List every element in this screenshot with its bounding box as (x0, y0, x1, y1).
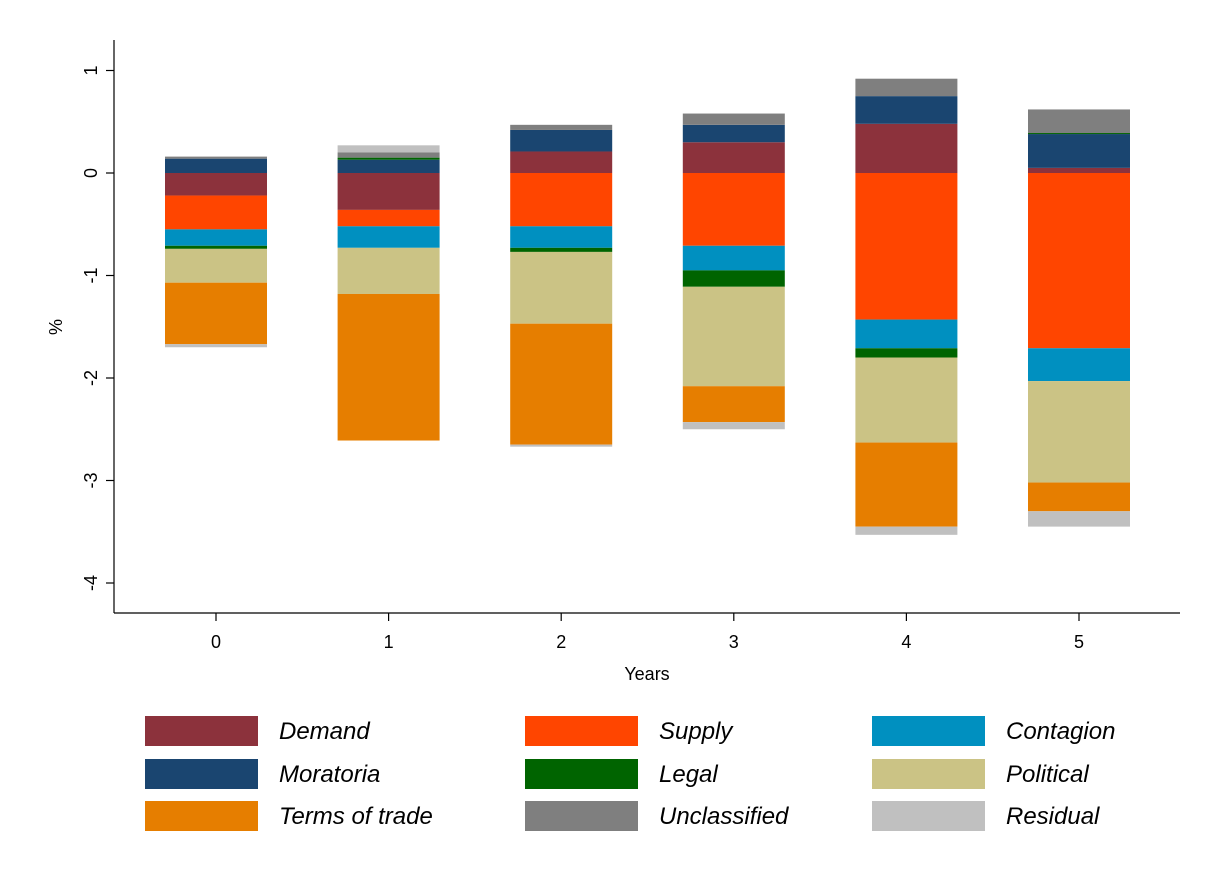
y-tick-label--1: -1 (81, 267, 101, 283)
x-tick-label-4: 4 (901, 632, 911, 652)
bar-residual-year-4 (855, 526, 958, 535)
legend-label-demand: Demand (279, 718, 370, 745)
bar-political-year-3 (682, 286, 785, 387)
bar-contagion-year-2 (510, 226, 613, 248)
bar-demand-year-4 (855, 123, 958, 173)
bar-moratoria-year-5 (1028, 134, 1130, 168)
y-tick-label-0: 0 (81, 168, 101, 178)
bar-political-year-2 (510, 251, 613, 324)
bar-moratoria-year-4 (855, 96, 958, 124)
bar-residual-year-3 (682, 422, 785, 430)
bar-supply-year-1 (337, 209, 440, 227)
bar-demand-year-2 (510, 151, 613, 173)
legend: Demand Supply Contagion Moratoria Legal Polit… (145, 716, 1115, 831)
bar-political-year-4 (855, 357, 958, 443)
legend-swatch-political (872, 759, 985, 789)
legend-label-moratoria: Moratoria (279, 761, 380, 788)
bar-supply-year-5 (1028, 173, 1130, 349)
legend-swatch-legal (525, 759, 638, 789)
bar-residual-year-0 (165, 344, 267, 348)
legend-swatch-supply (525, 716, 638, 746)
bar-terms-of-trade-year-1 (337, 293, 440, 441)
bar-supply-year-0 (165, 195, 267, 230)
bars-group (165, 78, 1130, 535)
bar-contagion-year-0 (165, 229, 267, 246)
x-tick-label-5: 5 (1074, 632, 1084, 652)
bar-political-year-0 (165, 248, 267, 283)
bar-unclassified-year-1 (337, 152, 440, 158)
bar-legal-year-0 (165, 245, 267, 249)
bar-legal-year-3 (682, 270, 785, 287)
bar-residual-year-1 (337, 145, 440, 153)
bar-terms-of-trade-year-5 (1028, 482, 1130, 512)
bar-moratoria-year-3 (682, 124, 785, 143)
x-tick-label-1: 1 (384, 632, 394, 652)
x-tick-label-0: 0 (211, 632, 221, 652)
legend-swatch-terms-of-trade (145, 801, 258, 831)
x-tick-label-3: 3 (729, 632, 739, 652)
legend-label-political: Political (1006, 761, 1089, 788)
bar-residual-year-2 (510, 444, 613, 447)
axes-group: 1 0 -1 -2 -3 -4 0 1 2 3 4 5 Years% (46, 40, 1180, 684)
bar-supply-year-3 (682, 173, 785, 246)
bar-terms-of-trade-year-3 (682, 386, 785, 423)
bar-unclassified-year-5 (1028, 109, 1130, 134)
bar-terms-of-trade-year-2 (510, 323, 613, 445)
bar-moratoria-year-0 (165, 158, 267, 173)
bar-unclassified-year-3 (682, 113, 785, 125)
legend-swatch-moratoria (145, 759, 258, 789)
bar-moratoria-year-2 (510, 129, 613, 152)
legend-swatch-contagion (872, 716, 985, 746)
y-tick-label--3: -3 (81, 472, 101, 488)
legend-label-legal: Legal (659, 761, 718, 788)
bar-supply-year-4 (855, 173, 958, 320)
legend-label-unclassified: Unclassified (659, 803, 789, 830)
bar-supply-year-2 (510, 173, 613, 227)
y-axis-title: % (46, 319, 66, 335)
bar-legal-year-4 (855, 348, 958, 358)
bar-unclassified-year-0 (165, 156, 267, 159)
legend-swatch-unclassified (525, 801, 638, 831)
y-tick-label-1: 1 (81, 65, 101, 75)
bar-political-year-1 (337, 247, 440, 294)
bar-legal-year-1 (337, 157, 440, 160)
bar-legal-year-2 (510, 247, 613, 252)
bar-terms-of-trade-year-4 (855, 442, 958, 527)
x-axis-title: Years (624, 664, 669, 684)
bar-demand-year-0 (165, 173, 267, 196)
bar-unclassified-year-2 (510, 124, 613, 130)
y-tick-label--2: -2 (81, 370, 101, 386)
y-tick-label--4: -4 (81, 575, 101, 591)
bar-demand-year-5 (1028, 167, 1130, 174)
legend-swatch-demand (145, 716, 258, 746)
legend-label-residual: Residual (1006, 803, 1100, 830)
bar-political-year-5 (1028, 381, 1130, 483)
bar-demand-year-3 (682, 142, 785, 173)
bar-moratoria-year-1 (337, 159, 440, 173)
bar-unclassified-year-4 (855, 78, 958, 97)
bar-legal-year-5 (1028, 133, 1130, 135)
bar-contagion-year-5 (1028, 348, 1130, 382)
legend-label-contagion: Contagion (1006, 718, 1115, 745)
legend-label-terms-of-trade: Terms of trade (279, 803, 433, 830)
bar-demand-year-1 (337, 173, 440, 210)
bar-contagion-year-1 (337, 226, 440, 248)
legend-label-supply: Supply (659, 718, 734, 745)
bar-residual-year-5 (1028, 511, 1130, 527)
x-tick-label-2: 2 (556, 632, 566, 652)
bar-contagion-year-3 (682, 245, 785, 271)
bar-contagion-year-4 (855, 319, 958, 349)
legend-swatch-residual (872, 801, 985, 831)
bar-terms-of-trade-year-0 (165, 282, 267, 345)
